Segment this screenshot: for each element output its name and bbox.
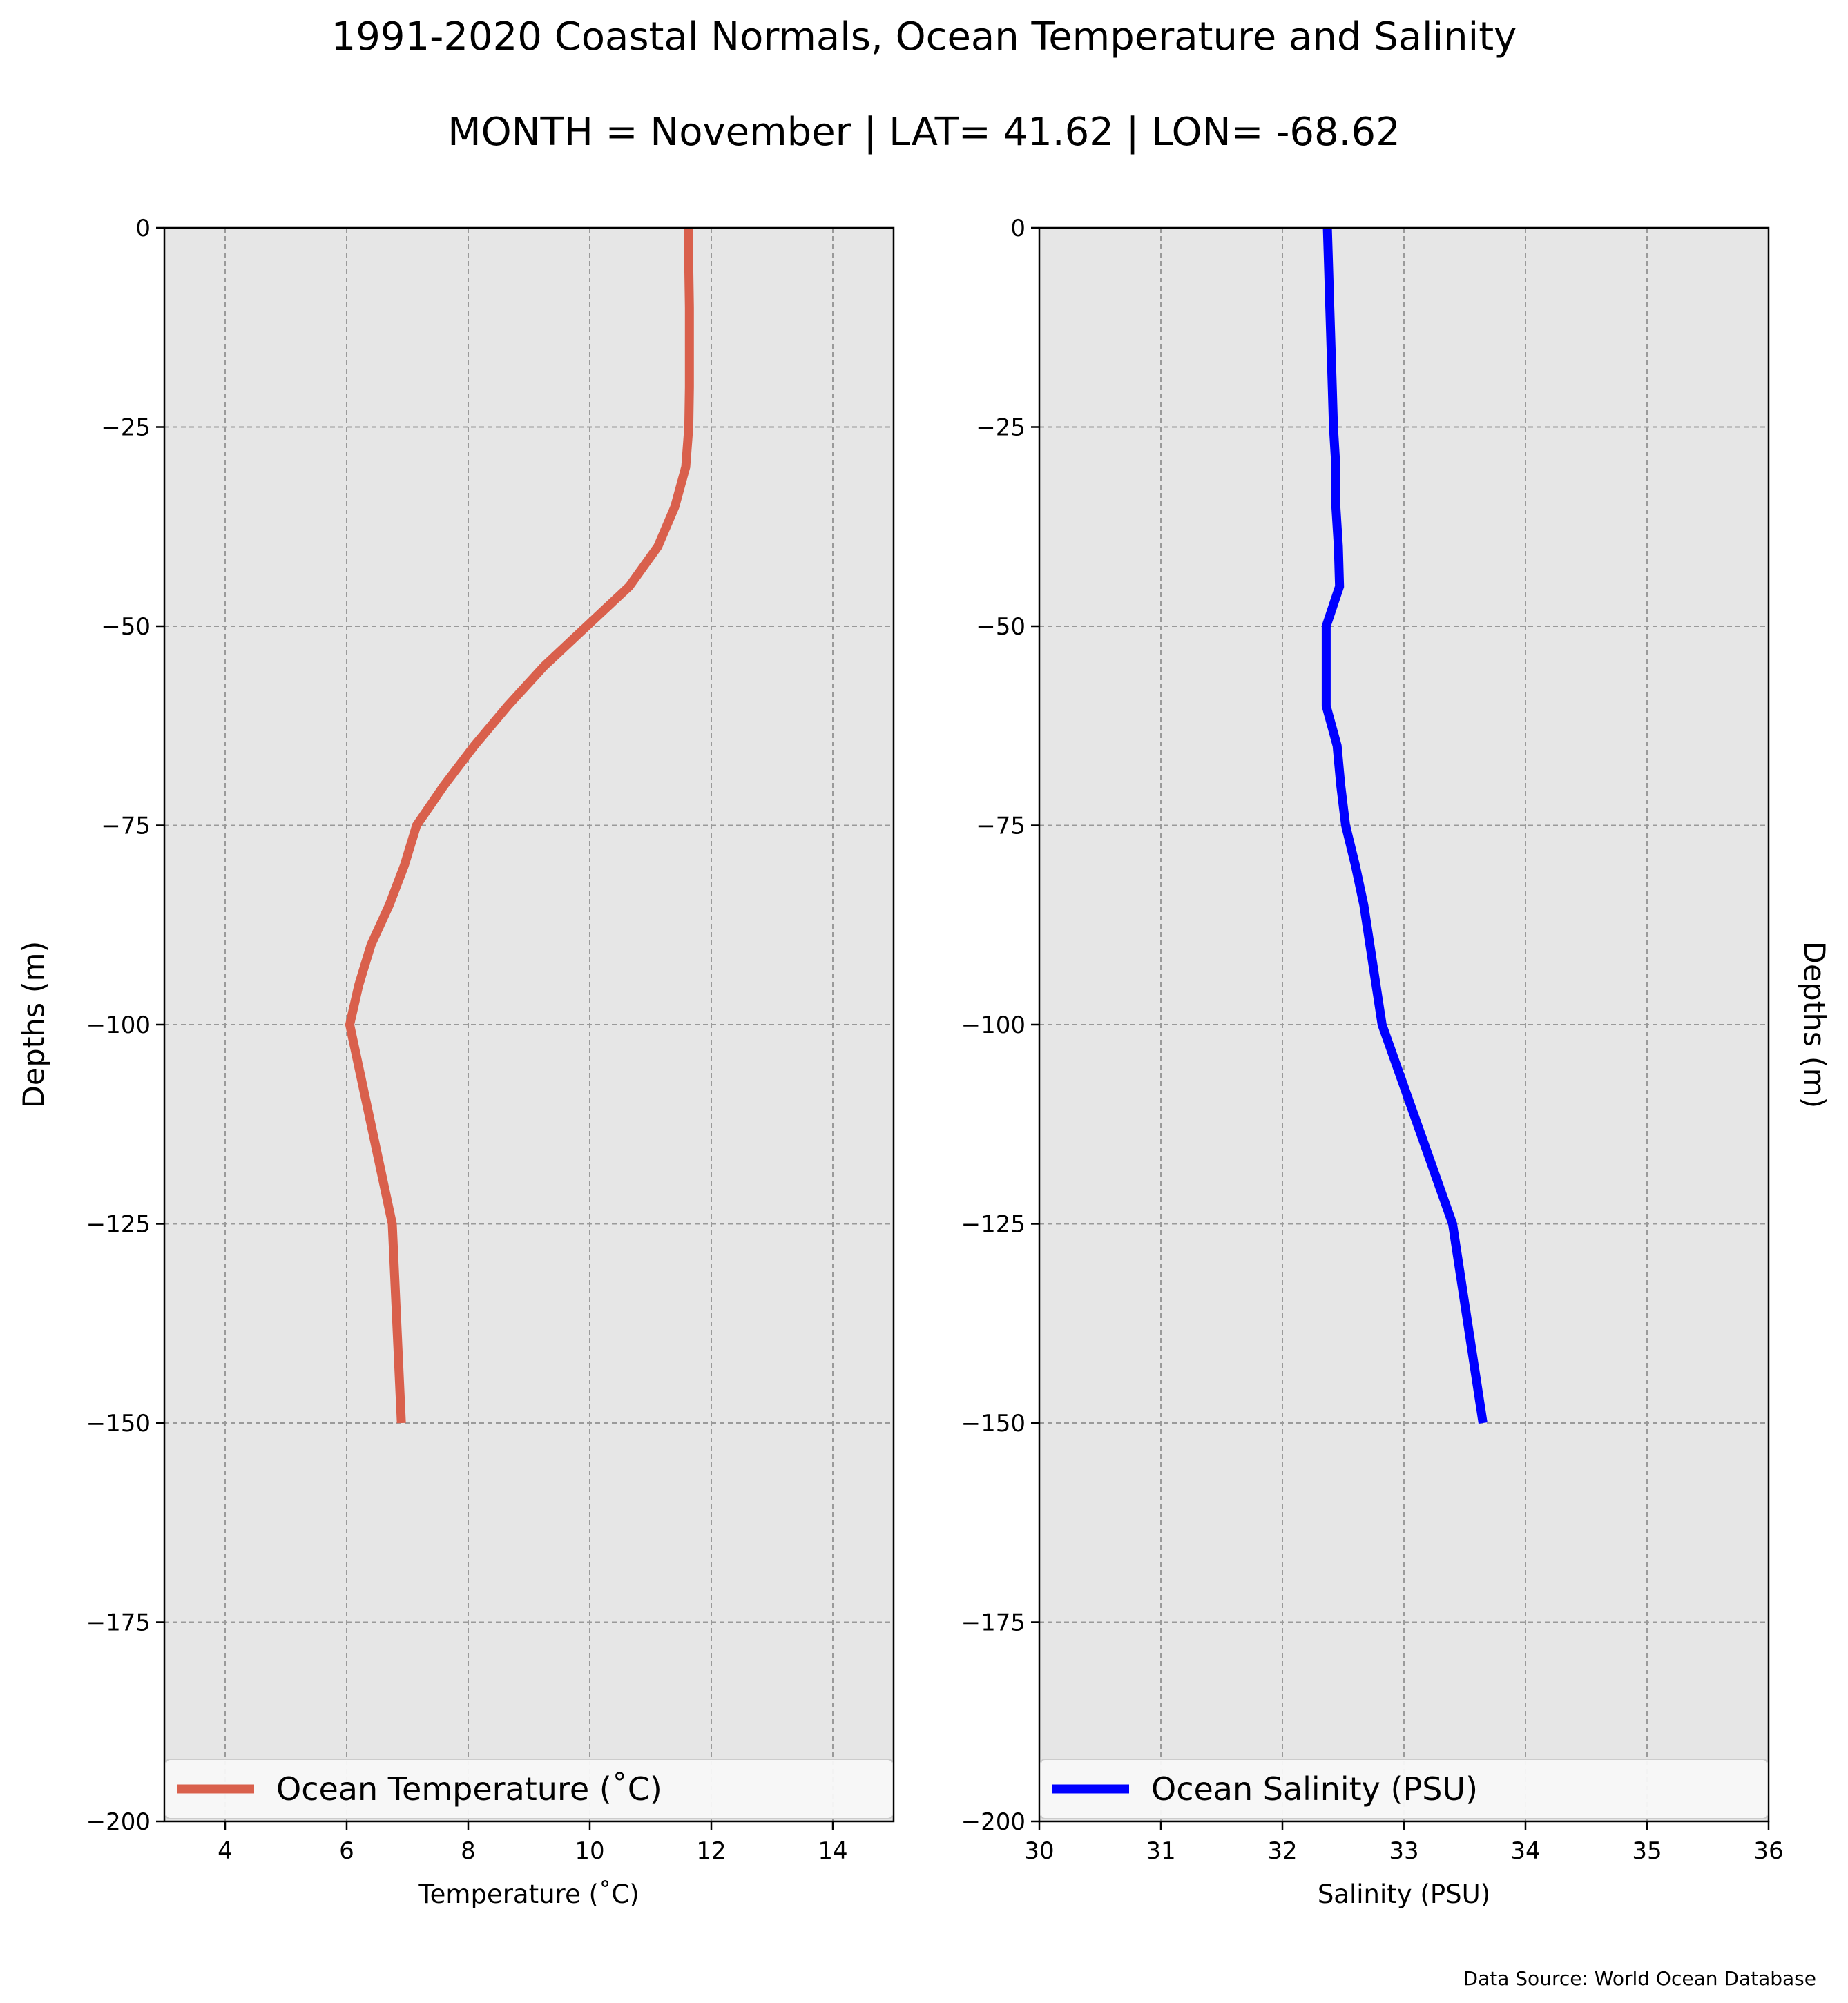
salinity-y-tick-label: −75 [976,813,1026,840]
salinity-legend-box [1040,1759,1768,1819]
temperature-legend: Ocean Temperature (˚C) [165,1759,893,1819]
temperature-y-tick-label: −100 [86,1012,151,1039]
temperature-y-tick-label: −150 [86,1410,151,1438]
salinity-y-axis-label: Depths (m) [1797,941,1831,1108]
temperature-x-tick-label: 4 [218,1837,233,1865]
temperature-x-tick-label: 10 [575,1837,604,1865]
salinity-y-tick-label: −50 [976,613,1026,641]
temperature-x-tick-label: 14 [818,1837,847,1865]
temperature-x-tick-label: 12 [696,1837,726,1865]
temperature-y-tick-label: −25 [101,414,151,442]
salinity-y-tick-label: −150 [961,1410,1026,1438]
temperature-x-tick-label: 8 [461,1837,476,1865]
salinity-x-tick-label: 36 [1753,1837,1783,1865]
salinity-x-tick-label: 32 [1267,1837,1297,1865]
salinity-legend: Ocean Salinity (PSU) [1040,1759,1768,1819]
salinity-legend-label: Ocean Salinity (PSU) [1151,1770,1478,1808]
figure-title: 1991-2020 Coastal Normals, Ocean Tempera… [331,14,1517,59]
salinity-y-tick-label: −100 [961,1012,1026,1039]
temperature-legend-box [165,1759,893,1819]
salinity-x-axis-label: Salinity (PSU) [1318,1879,1490,1909]
salinity-y-tick-label: 0 [1010,215,1026,242]
salinity-y-tick-label: −200 [961,1808,1026,1836]
salinity-series-line [1321,227,1488,1424]
temperature-x-tick-label: 6 [339,1837,354,1865]
temperature-y-axis-label: Depths (m) [17,941,52,1108]
salinity-y-tick-label: −175 [961,1609,1026,1637]
temperature-y-tick-label: −50 [101,613,151,641]
temperature-y-tick-label: −200 [86,1808,151,1836]
figure-subtitle: MONTH = November | LAT= 41.62 | LON= -68… [447,110,1401,155]
salinity-x-tick-label: 35 [1632,1837,1662,1865]
temperature-legend-label: Ocean Temperature (˚C) [276,1770,662,1808]
salinity-y-tick-label: −25 [976,414,1026,442]
temperature-series-line [345,227,694,1424]
salinity-x-tick-label: 30 [1024,1837,1054,1865]
temperature-x-axis-label: Temperature (˚C) [418,1879,639,1909]
salinity-y-tick-label: −125 [961,1211,1026,1239]
data-source-note: Data Source: World Ocean Database [1463,1967,1816,1990]
temperature-y-tick-label: −75 [101,813,151,840]
temperature-panel: 0 −25 −50 −75 −100 −125 −150 −175 −200 4 6 8 10 12 14 T… [17,215,895,1909]
temperature-y-tick-label: −125 [86,1211,151,1239]
temperature-y-tick-label: −175 [86,1609,151,1637]
temperature-y-tick-label: 0 [135,215,151,242]
salinity-x-tick-label: 34 [1510,1837,1540,1865]
salinity-x-tick-label: 31 [1146,1837,1175,1865]
salinity-x-tick-label: 33 [1389,1837,1418,1865]
